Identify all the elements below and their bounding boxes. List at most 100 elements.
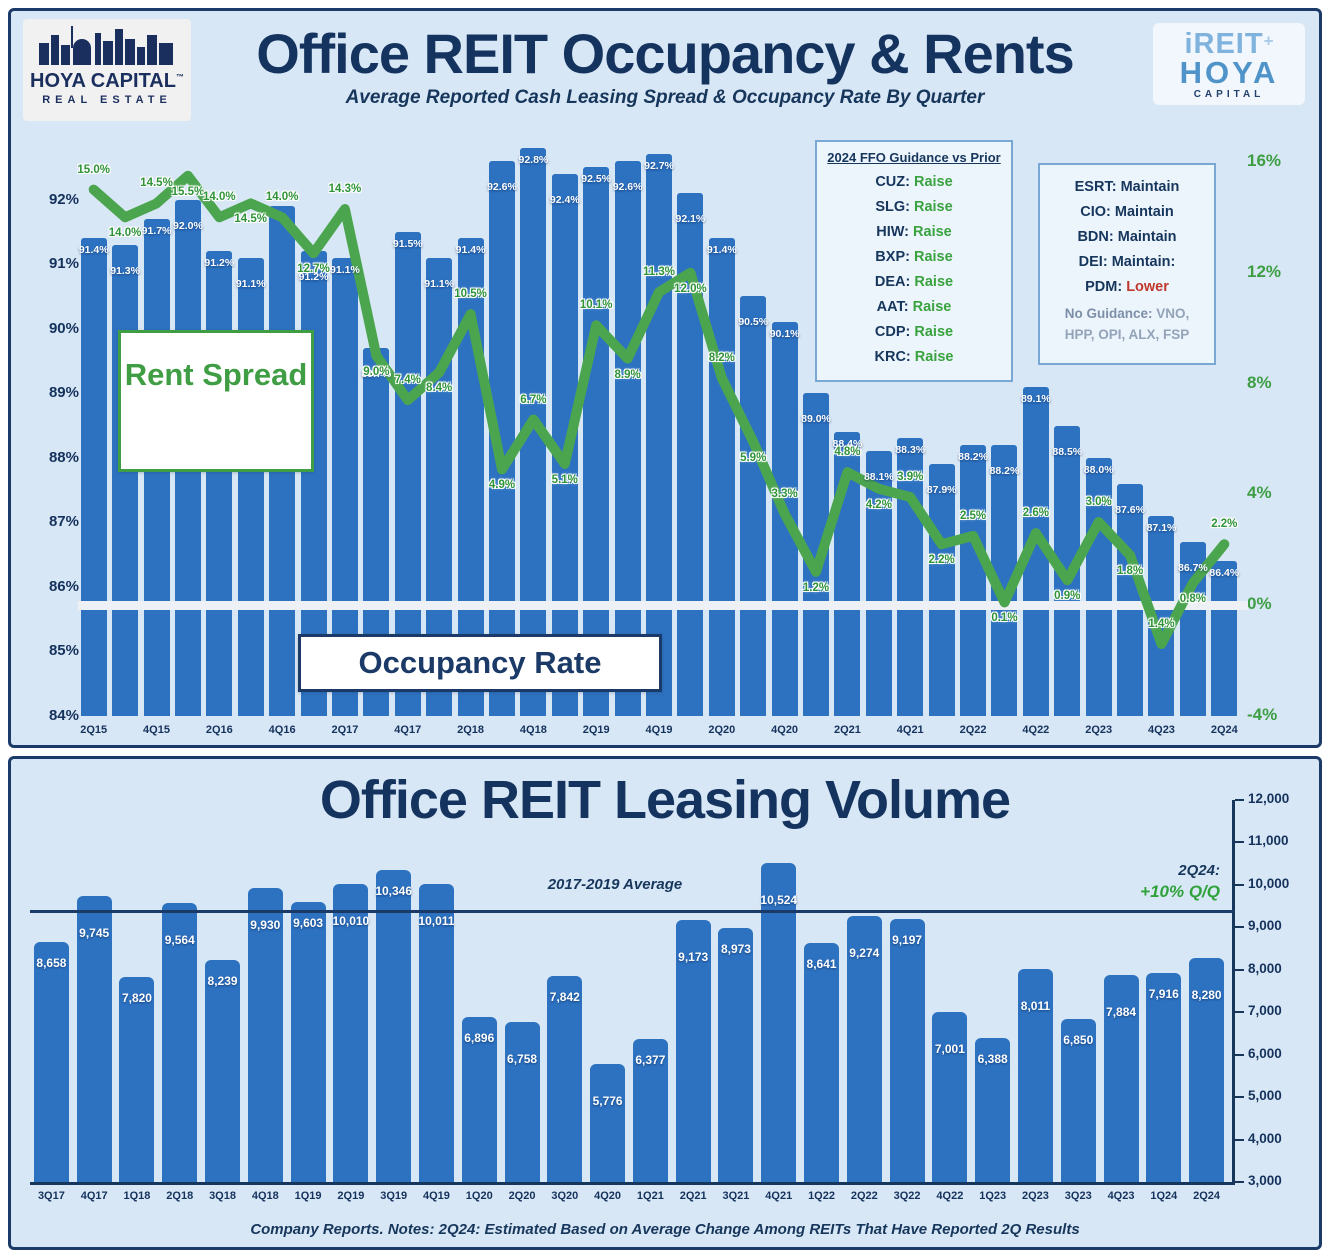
rent-spread-value-label: 10.5% [454,288,487,301]
occupancy-value-label: 91.4% [455,244,486,257]
average-line-label: 2017-2019 Average [547,876,683,893]
x-axis-label: 4Q19 [645,724,673,736]
rent-spread-value-label: 3.3% [771,487,798,500]
x-axis-label: 2Q16 [205,724,233,736]
leasing-volume-bar [504,1022,540,1182]
rent-spread-value-label: 1.4% [1148,617,1175,630]
leasing-volume-value-label: 10,011 [418,914,455,929]
leasing-volume-bar [932,1012,968,1182]
x-axis-label: 4Q23 [1148,724,1175,736]
volume-axis-tick: 3,000 [1248,1173,1282,1188]
x-axis-label: 2Q23 [1085,724,1113,736]
occupancy-value-label: 91.2% [298,271,329,284]
occupancy-value-label: 92.4% [549,193,580,206]
occupancy-bar [960,444,987,716]
x-axis-label: 2Q18 [457,724,485,736]
leasing-volume-panel: Office REIT Leasing Volume 2017-2019 Ave… [8,756,1322,1250]
rent-spread-callout: Rent Spread [118,330,314,472]
rent-spread-value-label: 10.1% [579,299,613,312]
occupancy-bar [1085,457,1112,716]
rent-spread-value-label: 15.5% [171,185,205,198]
volume-axis-tick: 5,000 [1248,1088,1282,1104]
guidance-ticker: HIW: [876,224,910,240]
ireit-wordmark: iREIT+ [1184,28,1274,60]
rent-spread-value-label: 15.0% [77,163,110,176]
leasing-volume-bar [1017,969,1053,1182]
x-axis-label: 2Q20 [708,724,736,736]
x-axis-label: 1Q18 [123,1190,151,1202]
occupancy-axis-tick: 91% [48,255,79,273]
leasing-volume-bar [590,1064,626,1182]
guidance-row: BXP: Raise [817,245,1011,270]
x-axis-label: 1Q24 [1150,1190,1178,1202]
guidance-row: DEA: Raise [817,270,1011,295]
occupancy-rate-callout: Occupancy Rate [298,634,662,692]
guidance-value: Maintain: [1111,254,1176,270]
guidance-row: CUZ: Raise [817,170,1011,195]
guidance-raise-list: CUZ: Raise SLG: Raise HIW: Raise BXP: Raise… [817,170,1011,370]
occupancy-value-label: 88.3% [895,444,926,457]
leasing-volume-plot: 2017-2019 Average 2Q24: +10% Q/Q 8,658 3Q… [30,791,1289,1202]
leasing-volume-value-label: 6,850 [1063,1032,1094,1047]
occupancy-y-axis: 92% 91% 90% 89% 88% 87% 86% 85% 84% [23,148,79,724]
rent-spread-value-label: 6.7% [520,393,547,406]
guidance-ticker: BDN: [1077,229,1114,245]
x-axis-label: 4Q16 [268,724,296,736]
occupancy-axis-tick: 86% [48,577,79,595]
x-axis-label: 2Q24 [1210,724,1238,736]
trademark-symbol: ™ [175,72,184,82]
rent-spread-value-label: 0.8% [1179,593,1206,605]
x-axis-label: 4Q22 [936,1190,964,1202]
guidance-value: Maintain [1114,204,1174,220]
guidance-value: Raise [914,324,954,340]
rent-spread-value-label: 7.4% [394,374,421,387]
x-axis-label: 4Q19 [422,1190,450,1202]
volume-axis-tick-mark [1235,926,1244,929]
leasing-volume-value-label: 8,239 [207,973,238,988]
guidance-value: Raise [913,249,953,265]
guidance-ticker: CIO: [1080,204,1111,220]
volume-x-axis-line [30,1182,1235,1185]
x-axis-label: 2Q19 [582,724,610,736]
occupancy-value-label: 90.5% [738,316,769,329]
x-axis-label: 4Q20 [594,1190,622,1202]
rent-spread-value-label: 2.2% [928,554,955,567]
source-note: Company Reports. Notes: 2Q24: Estimated … [250,1221,1080,1238]
volume-axis-tick: 7,000 [1248,1003,1282,1019]
guidance-ticker: DEI: [1078,254,1108,270]
leasing-volume-value-label: 8,641 [806,956,837,971]
occupancy-axis-tick: 88% [48,448,79,466]
rent-spread-line [88,170,1230,649]
occupancy-bar [1117,483,1144,716]
top-chart-title: Office REIT Occupancy & Rents [256,22,1074,85]
capital-wordmark: CAPITAL [1193,89,1265,100]
x-axis-label: 3Q21 [722,1190,750,1202]
guidance-ticker: SLG: [875,199,910,215]
occupancy-value-label: 88.2% [958,450,988,463]
rent-spread-value-label: 3.9% [897,471,924,484]
rent-spread-value-label: 8.2% [708,351,735,364]
zero-spread-line [78,601,1248,611]
guidance-maintain-list: ESRT: Maintain CIO: Maintain BDN: Maintain… [1040,175,1214,300]
x-axis-label: 3Q22 [893,1190,921,1202]
x-axis-label: 2Q23 [1021,1190,1049,1202]
guidance-value: Raise [912,299,952,315]
rent-spread-value-label: 14.0% [203,191,236,204]
occupancy-value-label: 86.7% [1178,561,1208,574]
guidance-ticker: DEA: [874,274,911,290]
occupancy-value-label: 91.5% [392,237,423,250]
occupancy-bar [928,464,955,716]
x-axis-label: 3Q18 [209,1190,236,1202]
rent-spread-value-label: 8.9% [614,368,641,381]
guidance-ticker: AAT: [876,299,909,315]
occupancy-value-label: 91.7% [141,225,172,237]
x-axis-label: 2Q15 [80,724,108,736]
guidance-row: KRC: Raise [817,345,1011,370]
leasing-volume-value-label: 6,377 [635,1052,666,1067]
city-skyline-icon [39,26,173,65]
x-axis-label: 2Q17 [331,724,359,736]
leasing-volume-bar [76,895,112,1182]
rent-spread-value-label: 1.8% [1116,565,1144,578]
leasing-volume-bar [461,1016,497,1182]
logo-name-text: HOYA CAPITAL™ [30,70,184,92]
